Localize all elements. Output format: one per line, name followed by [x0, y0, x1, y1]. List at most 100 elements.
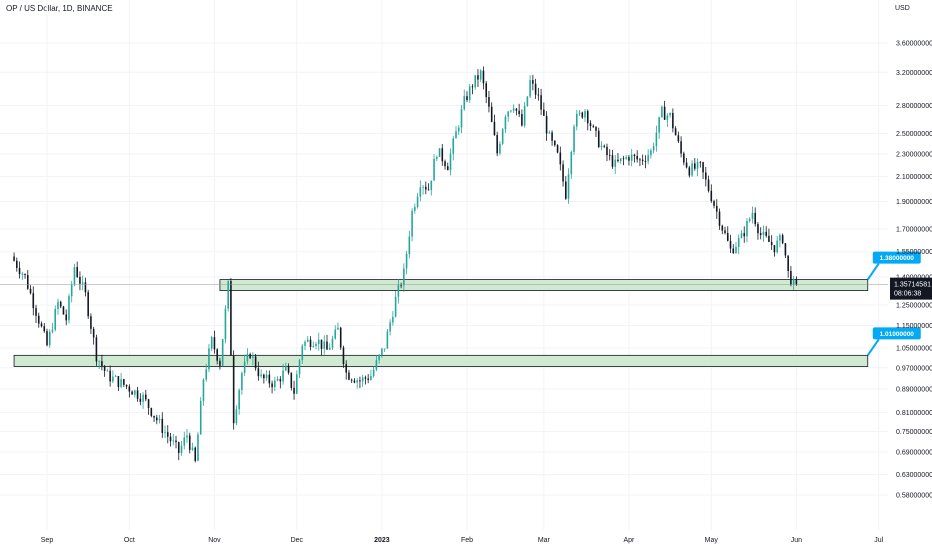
x-tick-label: Dec [291, 537, 304, 544]
candle-up [652, 146, 655, 151]
x-tick-label: 2023 [374, 537, 390, 544]
candle-down [293, 387, 295, 394]
candle-down [482, 70, 485, 84]
candle-down [565, 181, 567, 199]
candle-up [479, 70, 482, 80]
candle-down [540, 95, 542, 110]
grid [0, 0, 888, 530]
callout-box[interactable] [872, 251, 921, 264]
candle-up [180, 445, 183, 453]
candle-up [208, 348, 210, 370]
candle-down [339, 327, 342, 348]
candle-down [175, 440, 177, 443]
candle-down [707, 179, 710, 191]
candle-up [378, 354, 380, 361]
candle-down [427, 189, 430, 191]
candle-down [754, 212, 757, 225]
candle-up [120, 379, 122, 387]
candle-up [164, 432, 166, 433]
candle-up [246, 354, 249, 362]
candle-up [361, 377, 364, 382]
callout-label: 1.01000000 [880, 331, 915, 338]
x-tick-label: Feb [461, 537, 473, 544]
candle-up [197, 434, 199, 461]
candle-down [581, 112, 584, 118]
candle-down [353, 380, 356, 383]
candle-down [490, 106, 493, 122]
candle-down [466, 96, 468, 100]
candle-down [103, 365, 106, 371]
candle-down [257, 368, 260, 377]
candle-up [567, 174, 570, 199]
candle-down [639, 159, 641, 161]
y-tick-label: 1.05000000 [896, 346, 932, 353]
x-axis[interactable]: Sep Oct Nov Dec 2023 Feb Mar Apr May Jun Jul [41, 537, 884, 544]
zones [13, 279, 869, 367]
candle-down [213, 337, 216, 350]
candle-down [367, 378, 369, 380]
candle-down [87, 292, 89, 317]
candle-down [40, 323, 43, 327]
candle-up [301, 345, 304, 361]
candle-up [317, 339, 320, 345]
candle-down [268, 374, 271, 384]
candle-down [446, 166, 449, 171]
candle-up [474, 75, 477, 88]
candle-down [595, 126, 597, 131]
candle-down [425, 186, 427, 190]
candle-down [219, 360, 221, 366]
candle-up [394, 296, 397, 317]
candle-down [663, 106, 666, 120]
callouts: 1.38000000 1.01000000 [866, 251, 921, 356]
y-tick-label: 1.55000000 [896, 249, 932, 256]
candle-up [696, 161, 699, 169]
candle-down [562, 164, 564, 182]
x-tick-label: Sep [41, 537, 54, 544]
candle-up [735, 246, 737, 253]
candle-down [29, 288, 32, 294]
candle-down [559, 152, 562, 165]
candle-down [781, 235, 784, 244]
candle-up [202, 379, 205, 401]
candle-up [298, 360, 301, 375]
candle-up [411, 210, 413, 237]
candle-down [683, 153, 685, 163]
candle-down [545, 115, 548, 134]
candle-down [787, 255, 789, 271]
candle-up [331, 338, 334, 348]
candle-down [680, 141, 682, 154]
candle-down [43, 326, 46, 332]
candle-down [290, 372, 293, 388]
candle-down [194, 447, 197, 461]
callout-label: 1.38000000 [880, 255, 915, 262]
candle-down [364, 377, 367, 379]
candle-down [309, 339, 312, 347]
callout-box[interactable] [872, 327, 921, 340]
y-axis[interactable]: 3.60000000 3.20000000 2.80000000 2.50000000… [896, 41, 932, 500]
candle-down [521, 114, 523, 126]
candle-up [265, 374, 268, 379]
candle-up [414, 206, 416, 211]
zone-box-0[interactable] [219, 279, 869, 291]
candle-down [62, 306, 65, 315]
candle-down [230, 281, 232, 356]
candle-up [460, 109, 463, 128]
candle-down [188, 435, 191, 450]
callout-pointer [866, 263, 880, 281]
x-tick-label: Jun [791, 537, 802, 544]
candle-down [136, 390, 139, 399]
candle-up [625, 157, 627, 159]
candle-down [166, 432, 169, 437]
candle-down [131, 391, 133, 395]
candle-up [238, 390, 240, 410]
candle-down [46, 331, 48, 346]
chart-title: OP / US Dollar, 1D, BINANCE [6, 4, 113, 13]
candle-down [13, 256, 15, 261]
zone-box-1[interactable] [13, 354, 869, 367]
candle-down [534, 83, 537, 95]
candle-up [98, 361, 100, 362]
candle-up [419, 187, 422, 197]
x-tick-label: Oct [124, 537, 135, 544]
candle-up [274, 380, 276, 388]
